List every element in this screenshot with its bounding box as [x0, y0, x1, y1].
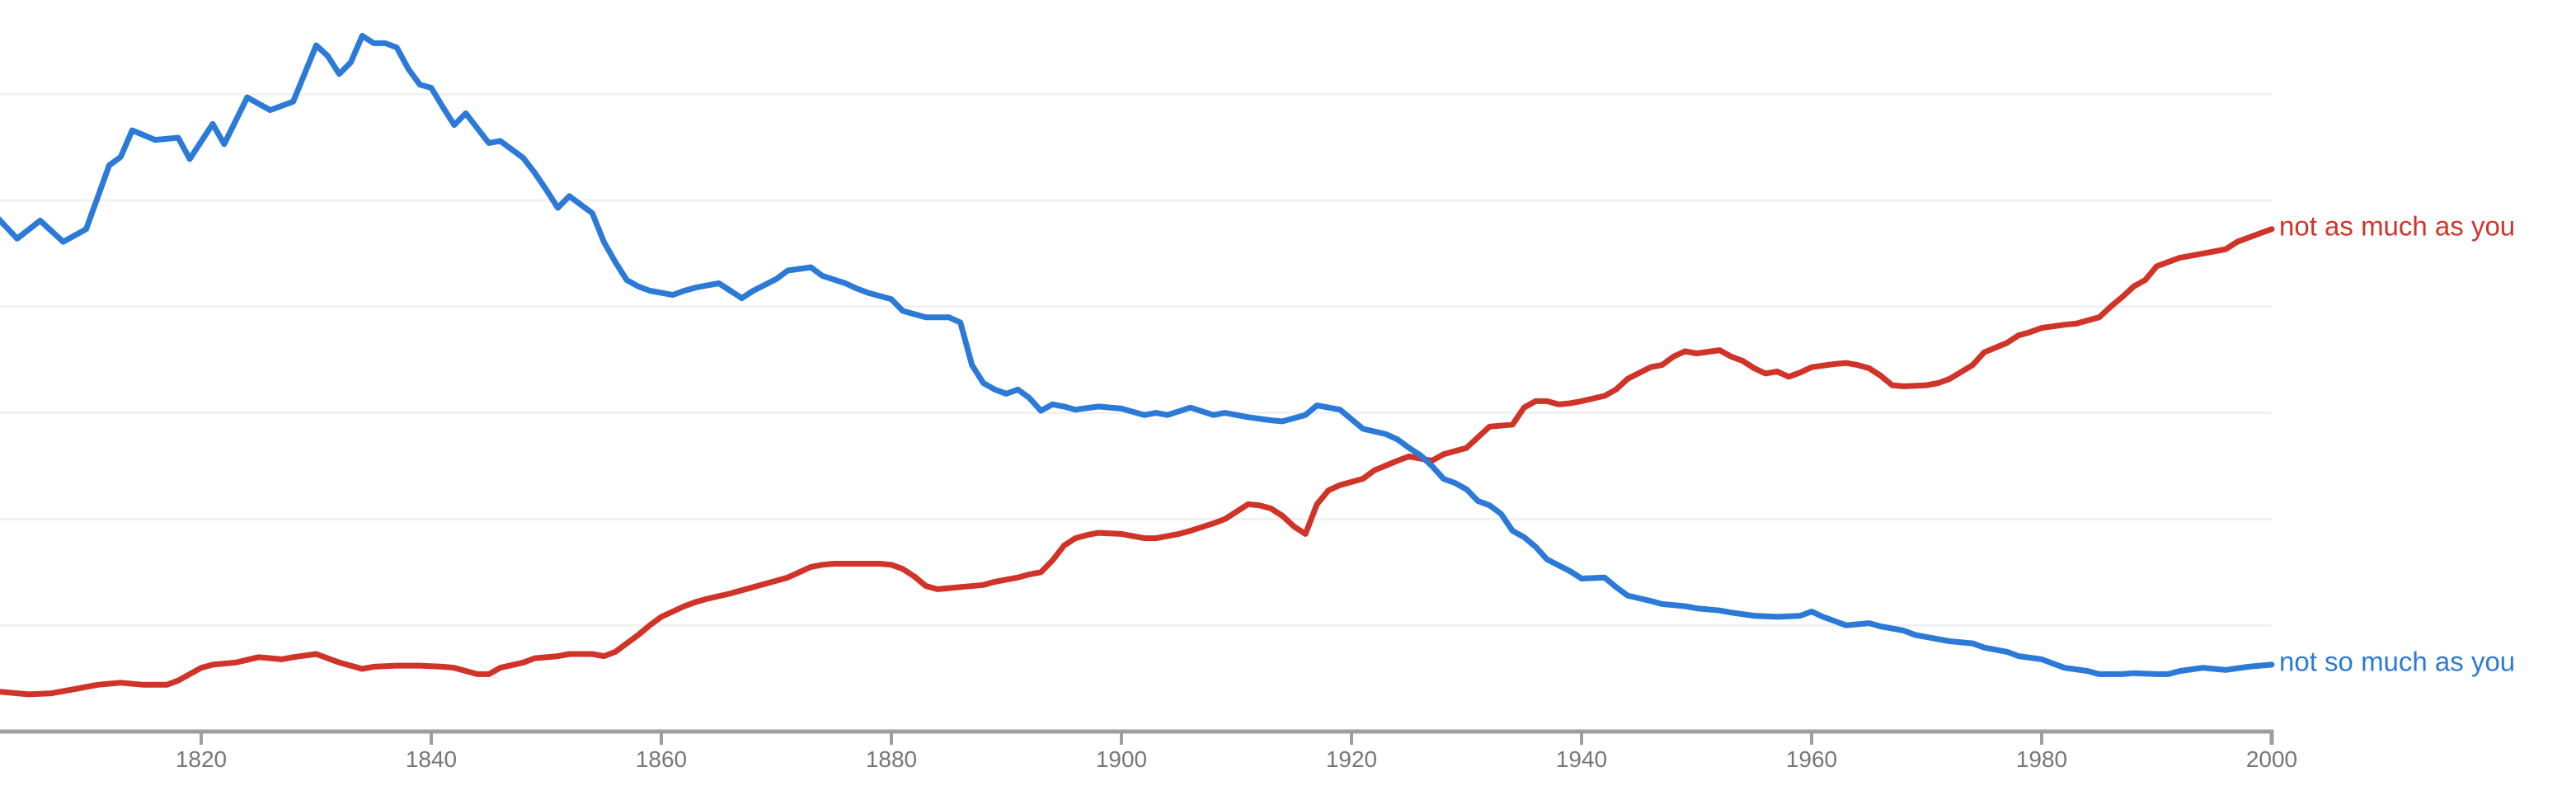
- x-axis-tick-labels: 1820 1840 1860 1880 1900 1920 1940 1960 1980 2000: [176, 746, 2297, 772]
- x-axis-tick-label: 1960: [1786, 746, 1837, 772]
- x-axis-tick-label: 1860: [636, 746, 687, 772]
- gridlines: [0, 92, 2272, 627]
- x-axis: [0, 729, 2274, 745]
- series-lines: [0, 32, 2275, 698]
- x-axis-tick-label: 1940: [1556, 746, 1607, 772]
- x-axis-line: [0, 729, 2274, 745]
- series-label-not-so-much-as-you[interactable]: not so much as you: [2279, 646, 2516, 677]
- x-axis-tick-label: 1820: [176, 746, 227, 772]
- series-label-not-as-much-as-you[interactable]: not as much as you: [2279, 210, 2516, 242]
- x-axis-tick-label: 1900: [1096, 746, 1147, 772]
- series-line-not-as-much-as-you[interactable]: [0, 226, 2275, 698]
- x-axis-tick-label: 1920: [1326, 746, 1377, 772]
- x-axis-tick-label: 1880: [866, 746, 917, 772]
- series-line-not-so-much-as-you[interactable]: [0, 32, 2275, 677]
- x-axis-tick-label: 1980: [2016, 746, 2067, 772]
- x-axis-tick-label: 1840: [406, 746, 457, 772]
- x-axis-tick-label: 2000: [2246, 746, 2297, 772]
